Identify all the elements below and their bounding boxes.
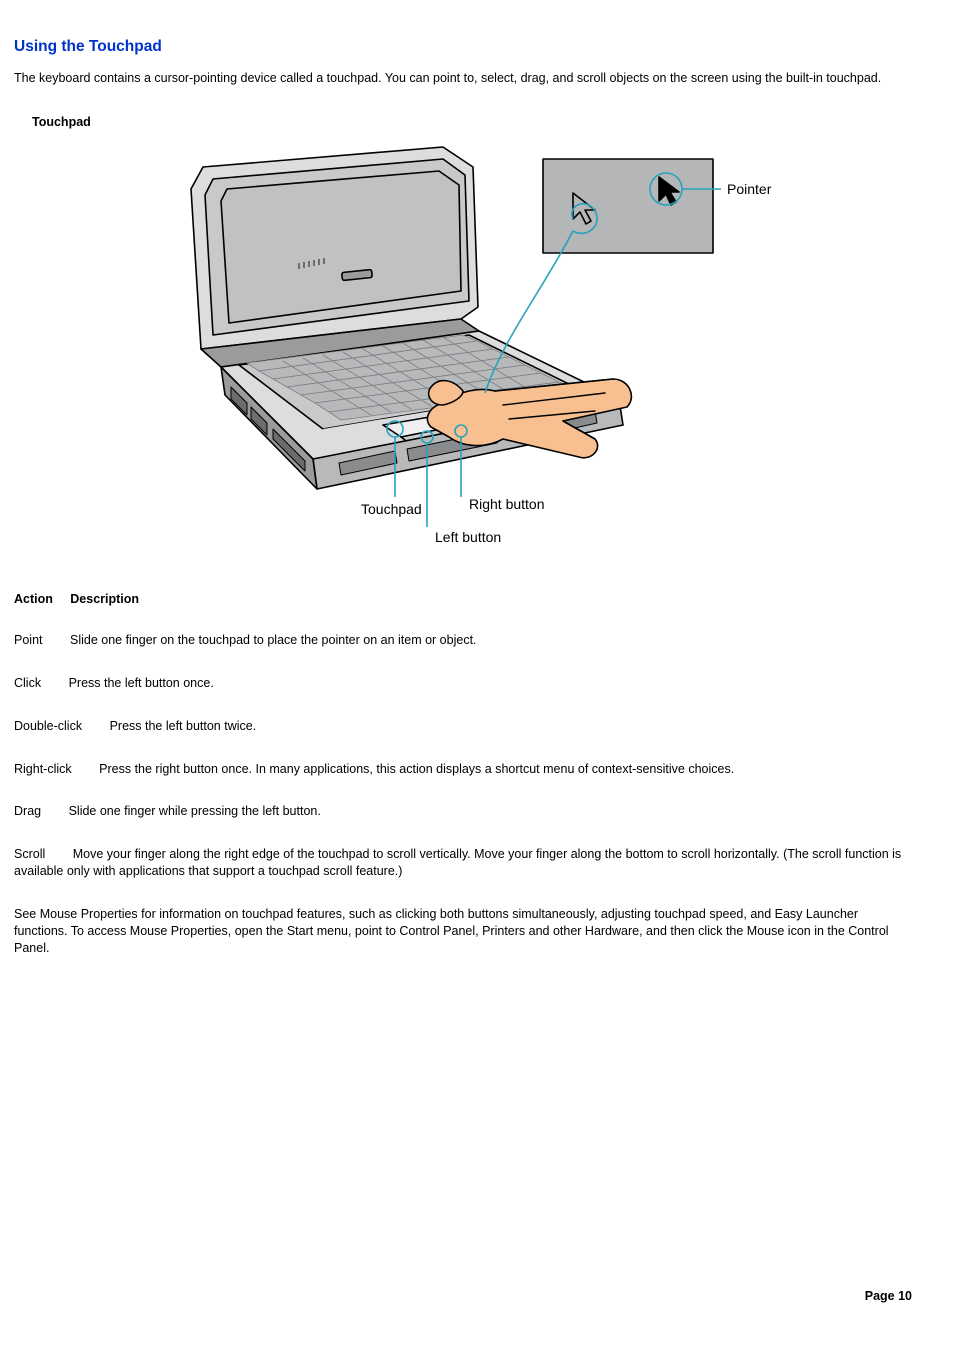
touchpad-figure: Pointer Touchpad Right button Left butto… xyxy=(143,139,783,552)
figure-caption: Touchpad xyxy=(32,115,912,129)
closing-paragraph: See Mouse Properties for information on … xyxy=(14,906,912,957)
laptop-illustration: Pointer Touchpad Right button Left butto… xyxy=(143,139,783,549)
desc-scroll: Move your finger along the right edge of… xyxy=(14,847,901,878)
label-pointer: Pointer xyxy=(727,181,772,197)
desc-double-click: Press the left button twice. xyxy=(110,719,257,733)
label-touchpad: Touchpad xyxy=(361,501,422,517)
header-description: Description xyxy=(70,592,139,606)
action-double-click: Double-click xyxy=(14,719,82,733)
row-double-click: Double-click Press the left button twice… xyxy=(14,718,912,735)
action-point: Point xyxy=(14,633,43,647)
intro-paragraph: The keyboard contains a cursor-pointing … xyxy=(14,70,912,87)
desc-click: Press the left button once. xyxy=(69,676,214,690)
desc-drag: Slide one finger while pressing the left… xyxy=(69,804,321,818)
action-click: Click xyxy=(14,676,41,690)
row-point: Point Slide one finger on the touchpad t… xyxy=(14,632,912,649)
action-drag: Drag xyxy=(14,804,41,818)
desc-point: Slide one finger on the touchpad to plac… xyxy=(70,633,477,647)
action-scroll: Scroll xyxy=(14,847,45,861)
row-right-click: Right-click Press the right button once.… xyxy=(14,761,912,778)
label-left-button: Left button xyxy=(435,529,501,545)
row-click: Click Press the left button once. xyxy=(14,675,912,692)
row-drag: Drag Slide one finger while pressing the… xyxy=(14,803,912,820)
label-right-button: Right button xyxy=(469,496,545,512)
row-scroll: Scroll Move your finger along the right … xyxy=(14,846,912,880)
page-number: Page 10 xyxy=(865,1289,912,1303)
actions-table-header: Action Description xyxy=(14,592,912,606)
page-title: Using the Touchpad xyxy=(14,38,912,56)
action-right-click: Right-click xyxy=(14,762,72,776)
header-action: Action xyxy=(14,592,53,606)
desc-right-click: Press the right button once. In many app… xyxy=(99,762,734,776)
